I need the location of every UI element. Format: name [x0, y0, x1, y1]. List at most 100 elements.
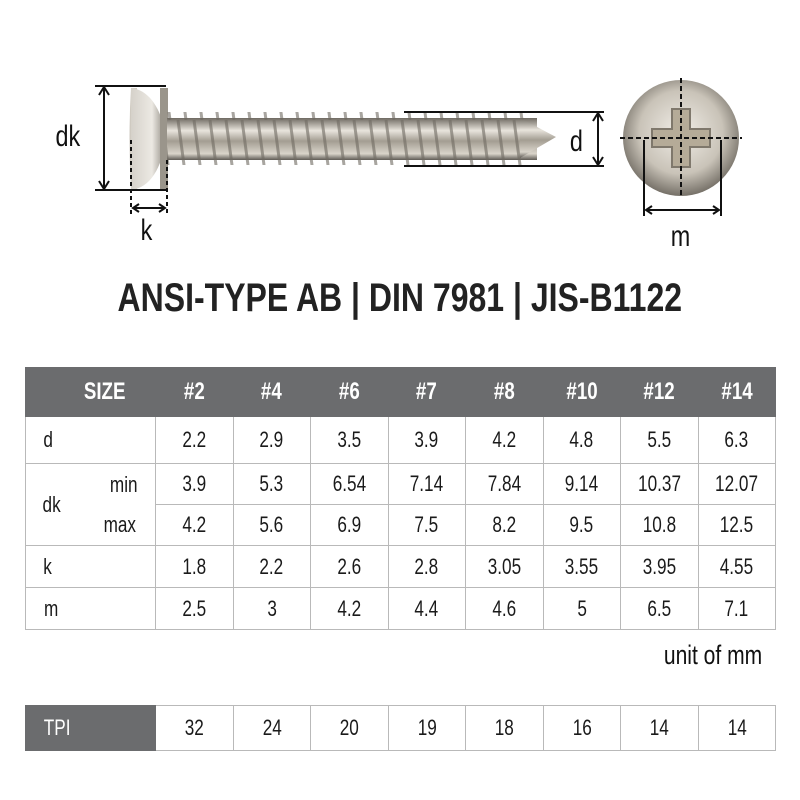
dk-min-label: min: [109, 472, 138, 497]
table-cell-text: 7.5: [414, 512, 439, 537]
k-label: k: [140, 214, 153, 247]
tpi-cell-text: 19: [417, 715, 437, 740]
table-cell: 3.95: [620, 545, 699, 588]
table-row: m 2.5 3 4.2 4.4 4.6 5 6.5 7.1: [25, 587, 776, 630]
dk-row-label: dk: [42, 492, 61, 517]
table-cell-text: 12.07: [715, 471, 759, 496]
row-label-dk: dk min max: [25, 463, 156, 546]
tpi-cell-text: 16: [572, 715, 592, 740]
tpi-label-text: TPI: [43, 715, 71, 740]
m-label: m: [670, 220, 691, 253]
size-header: SIZE: [25, 367, 156, 417]
screw-side-view: [129, 88, 556, 190]
tpi-cell: 19: [387, 705, 466, 751]
table-cell: 2.9: [232, 416, 311, 464]
table-cell: 2.2: [232, 545, 311, 588]
d-label: d: [569, 125, 583, 158]
size-column-header: #14: [697, 367, 776, 417]
dk-label: dk: [55, 120, 81, 153]
table-cell: 3: [232, 587, 311, 630]
table-cell: 7.5: [387, 504, 466, 546]
table-cell-text: 3: [266, 595, 277, 621]
table-cell: 5: [542, 587, 621, 630]
table-cell-text: 10.37: [637, 471, 681, 496]
row-label-text: d: [43, 427, 53, 452]
tpi-cell-text: 20: [339, 715, 359, 740]
size-column-header-text: #6: [338, 378, 360, 405]
dimension-lines: [95, 78, 742, 216]
table-cell-text: 2.9: [259, 427, 284, 452]
tpi-cell-text: 18: [494, 715, 514, 740]
table-row: 4.2 5.6 6.9 7.5 8.2 9.5 10.8 12.5: [26, 504, 776, 546]
table-cell-text: 3.55: [565, 553, 599, 579]
table-cell-text: 5: [576, 595, 587, 621]
table-cell-text: 4.8: [569, 427, 594, 452]
size-column-header-text: #14: [721, 378, 753, 405]
tpi-label: TPI: [25, 705, 156, 751]
table-cell-text: 6.5: [647, 595, 672, 621]
table-row: dk min max 3.9 5.3 6.54 7.14 7.84 9.14 10.37 12.07: [25, 463, 776, 546]
size-column-header-text: #2: [183, 378, 205, 405]
row-label: k: [25, 545, 156, 588]
table-cell-text: 8.2: [492, 512, 517, 537]
table-cell: 3.9: [155, 463, 234, 505]
tpi-cell-text: 24: [262, 715, 282, 740]
table-cell-text: 6.54: [332, 471, 366, 496]
table-cell-text: 7.84: [487, 471, 521, 496]
screw-diagram: [95, 78, 742, 216]
size-column-header: #2: [155, 367, 234, 417]
tpi-cell: 14: [620, 705, 699, 751]
table-cell: 2.2: [155, 416, 234, 464]
table-cell-text: 2.5: [182, 595, 207, 621]
table-cell-text: 6.9: [337, 512, 362, 537]
table-cell-text: 6.3: [724, 427, 749, 452]
size-column-header: #10: [542, 367, 621, 417]
tpi-cell: 24: [232, 705, 311, 751]
tpi-cell-text: 14: [727, 715, 747, 740]
table-cell: 3.05: [465, 545, 544, 588]
table-cell-text: 4.4: [414, 595, 439, 621]
table-cell: 5.5: [620, 416, 699, 464]
table-cell: 3.55: [542, 545, 621, 588]
table-cell-text: 3.05: [487, 553, 521, 579]
table-cell-text: 4.2: [337, 595, 362, 621]
table-cell: 7.84: [465, 463, 544, 505]
table-cell-text: 9.5: [569, 512, 594, 537]
size-column-header: #4: [232, 367, 311, 417]
table-cell-text: 3.9: [414, 427, 439, 452]
table-cell: 9.5: [542, 504, 621, 546]
dk-max-label: max: [104, 512, 137, 537]
table-cell: 4.8: [542, 416, 621, 464]
table-cell-text: 2.2: [182, 427, 207, 452]
tpi-table: TPI 32 24 20 19 18 16 14 14: [25, 705, 776, 751]
tpi-cell: 18: [465, 705, 544, 751]
table-cell: 6.5: [620, 587, 699, 630]
row-label: m: [25, 587, 156, 630]
table-cell: 10.37: [620, 463, 699, 505]
tpi-cell-text: 32: [184, 715, 204, 740]
tpi-cell: 20: [310, 705, 389, 751]
table-cell: 7.14: [387, 463, 466, 505]
table-cell: 10.8: [620, 504, 699, 546]
size-column-header-text: #4: [261, 378, 283, 405]
table-cell-text: 7.1: [724, 595, 749, 621]
table-cell-text: 2.8: [414, 553, 439, 579]
size-column-header: #12: [620, 367, 699, 417]
table-cell: 4.55: [697, 545, 776, 588]
table-cell: 6.3: [697, 416, 776, 464]
table-cell: 3.9: [387, 416, 466, 464]
table-cell-text: 4.6: [492, 595, 517, 621]
standards-title: ANSI-TYPE AB | DIN 7981 | JIS-B1122: [117, 276, 683, 320]
table-row: k 1.8 2.2 2.6 2.8 3.05 3.55 3.95 4.55: [25, 545, 776, 588]
row-label-text: k: [43, 553, 52, 579]
table-cell-text: 3.9: [182, 471, 207, 496]
table-cell-text: 2.2: [259, 553, 284, 579]
table-cell-text: 5.3: [259, 471, 284, 496]
size-column-header: #7: [387, 367, 466, 417]
table-cell-text: 5.5: [647, 427, 672, 452]
table-cell-text: 12.5: [720, 512, 754, 537]
table-cell-text: 4.2: [182, 512, 207, 537]
table-cell-text: 3.5: [337, 427, 362, 452]
table-cell: 12.5: [697, 504, 776, 546]
table-cell: 4.2: [155, 504, 234, 546]
